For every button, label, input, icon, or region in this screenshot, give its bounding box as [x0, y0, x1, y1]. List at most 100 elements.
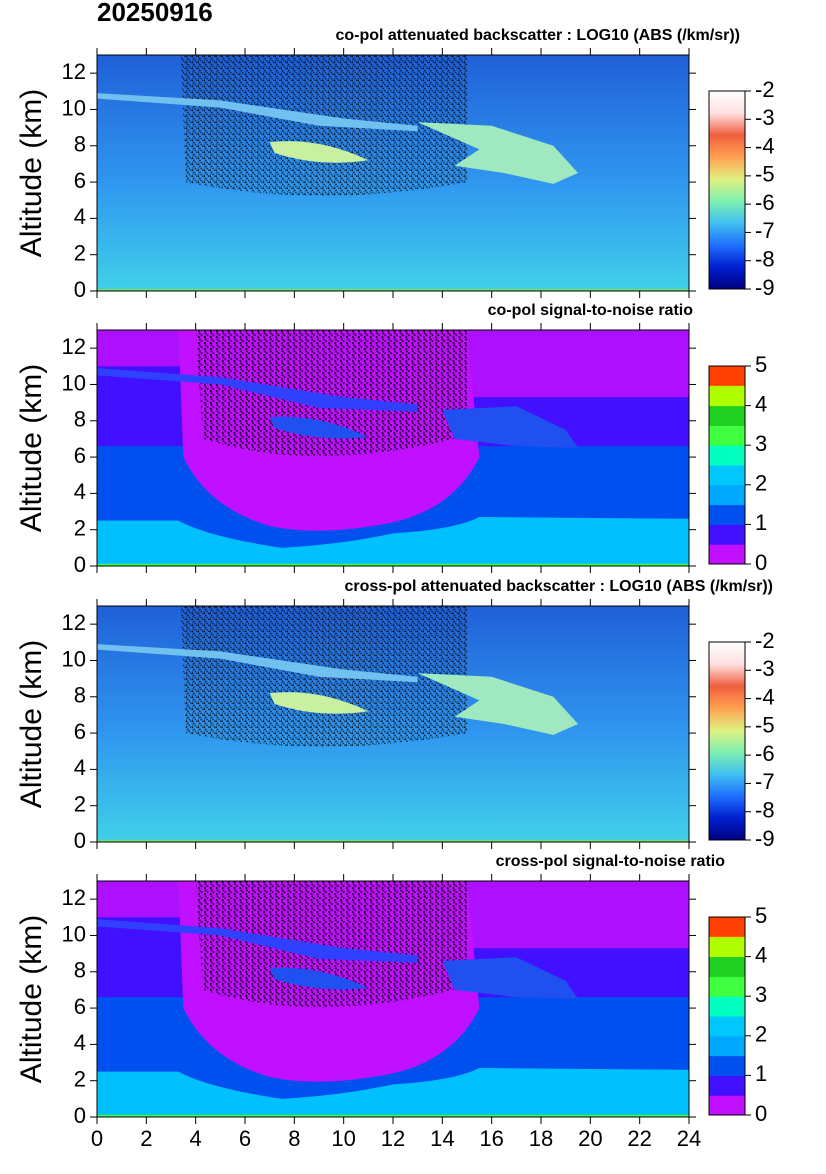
colorbar-band [709, 956, 745, 977]
y-tick-label: 0 [74, 1103, 86, 1128]
date-title: 20250916 [97, 0, 213, 27]
colorbar-band [709, 996, 745, 1017]
y-tick-label: 10 [62, 95, 86, 120]
y-tick-label: 2 [74, 241, 86, 266]
x-tick-label: 8 [288, 1126, 300, 1151]
colorbar-band [709, 465, 745, 486]
y-axis-label: Altitude (km) [15, 640, 48, 808]
x-tick-label: 14 [430, 1126, 454, 1151]
heatmap-image [97, 54, 689, 291]
colorbar-frame [708, 641, 746, 841]
colorbar-band [709, 405, 745, 426]
colorbar-band [709, 936, 745, 958]
y-axis-label: Altitude (km) [15, 364, 48, 532]
y-axis-label: Altitude (km) [15, 89, 48, 257]
colorbar-band [709, 504, 745, 525]
x-tick-label: 20 [578, 1126, 602, 1151]
panel-title: co-pol signal-to-noise ratio [488, 302, 694, 319]
y-tick-label: 4 [74, 1030, 86, 1055]
colorbar-tick-label: -5 [755, 162, 775, 187]
x-tick-label: 6 [239, 1126, 251, 1151]
colorbar-tick-label: -7 [755, 769, 775, 794]
y-tick-label: 2 [74, 516, 86, 541]
colorbar-band [709, 445, 745, 466]
colorbar-tick-label: -2 [755, 628, 775, 653]
colorbar-tick-label: -8 [755, 247, 775, 272]
colorbar-tick-label: 1 [755, 1061, 767, 1086]
colorbar-tick-label: -6 [755, 190, 775, 215]
y-tick-label: 2 [74, 1067, 86, 1092]
y-tick-label: 8 [74, 683, 86, 708]
x-tick-label: 22 [627, 1126, 651, 1151]
heatmap-image [97, 881, 689, 1117]
colorbar-band [709, 1055, 745, 1076]
y-tick-label: 0 [74, 552, 86, 577]
colorbar-frame [708, 90, 746, 290]
colorbar-tick-label: 2 [755, 1022, 767, 1047]
y-tick-label: 4 [74, 479, 86, 504]
colorbar-band [709, 976, 745, 997]
heatmap-image [97, 330, 689, 566]
panel-title: co-pol attenuated backscatter : LOG10 (A… [335, 27, 740, 44]
colorbar-tick-label: -2 [755, 77, 775, 102]
panel-title: cross-pol signal-to-noise ratio [496, 853, 726, 870]
x-tick-label: 16 [479, 1126, 503, 1151]
y-tick-label: 10 [62, 370, 86, 395]
y-tick-label: 6 [74, 168, 86, 193]
colorbar-band-top [709, 366, 745, 386]
y-axis-label: Altitude (km) [15, 915, 48, 1083]
colorbar-band [709, 425, 745, 446]
y-tick-label: 2 [74, 792, 86, 817]
x-tick-label: 24 [677, 1126, 701, 1151]
y-tick-label: 6 [74, 443, 86, 468]
y-tick-label: 8 [74, 407, 86, 432]
colorbar-band [709, 1016, 745, 1037]
colorbar-tick-label: 1 [755, 510, 767, 535]
y-tick-label: 10 [62, 646, 86, 671]
y-tick-label: 6 [74, 994, 86, 1019]
y-tick-label: 4 [74, 755, 86, 780]
colorbar-band [709, 484, 745, 506]
colorbar-tick-label: -8 [755, 798, 775, 823]
colorbar-band [709, 385, 745, 407]
y-tick-label: 12 [62, 334, 86, 359]
colorbar-tick-label: 4 [755, 391, 767, 416]
colorbar-tick-label: -6 [755, 741, 775, 766]
colorbar-tick-label: 5 [755, 903, 767, 928]
y-tick-label: 0 [74, 828, 86, 853]
colorbar-tick-label: -7 [755, 218, 775, 243]
colorbar-tick-label: -5 [755, 713, 775, 738]
colorbar-band [709, 544, 745, 565]
colorbar-tick-label: -9 [755, 275, 775, 300]
colorbar-band-top [709, 917, 745, 937]
colorbar-tick-label: -4 [755, 684, 775, 709]
y-tick-label: 10 [62, 921, 86, 946]
colorbar-band [709, 1035, 745, 1057]
colorbar-tick-label: 5 [755, 352, 767, 377]
colorbar-tick-label: 0 [755, 1101, 767, 1126]
colorbar-tick-label: 0 [755, 550, 767, 575]
y-tick-label: 12 [62, 885, 86, 910]
heatmap-image [97, 606, 689, 842]
colorbar-tick-label: -4 [755, 133, 775, 158]
panel-title: cross-pol attenuated backscatter : LOG10… [344, 578, 773, 595]
colorbar-band [709, 1075, 745, 1096]
colorbar-band [709, 1095, 745, 1116]
colorbar-band [709, 524, 745, 545]
y-tick-label: 6 [74, 719, 86, 744]
colorbar-frame [708, 365, 746, 565]
colorbar-tick-label: 4 [755, 942, 767, 967]
colorbar-tick-label: 3 [755, 431, 767, 456]
colorbar-tick-label: 3 [755, 982, 767, 1007]
colorbar-frame [708, 916, 746, 1116]
x-tick-label: 10 [331, 1126, 355, 1151]
x-tick-label: 2 [140, 1126, 152, 1151]
y-tick-label: 4 [74, 204, 86, 229]
y-tick-label: 8 [74, 132, 86, 157]
colorbar-tick-label: -3 [755, 105, 775, 130]
x-tick-label: 4 [190, 1126, 202, 1151]
y-tick-label: 0 [74, 277, 86, 302]
y-tick-label: 12 [62, 610, 86, 635]
y-tick-label: 12 [62, 59, 86, 84]
